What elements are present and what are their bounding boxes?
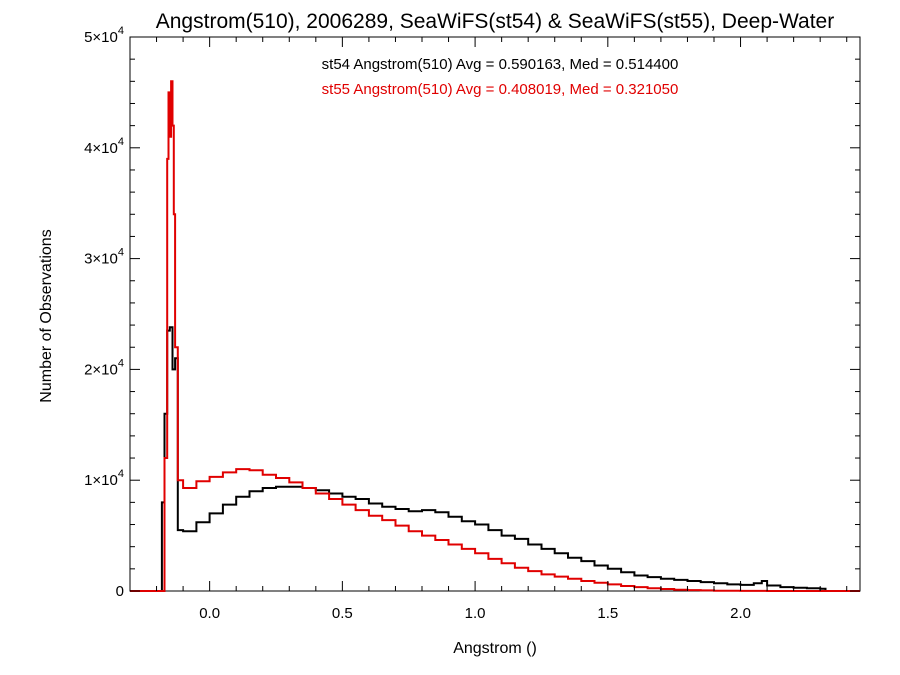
y-tick-label: 4×104 — [84, 136, 124, 157]
series-layer — [130, 80, 860, 592]
y-tick-label: 3×104 — [84, 247, 124, 268]
series-line-1 — [130, 326, 860, 592]
stats-annotation-2: st55 Angstrom(510) Avg = 0.408019, Med =… — [322, 81, 679, 98]
y-tick-label: 5×104 — [84, 25, 124, 46]
plot-border — [129, 36, 861, 592]
plot-frame — [129, 36, 861, 592]
y-tick-label: 2×104 — [84, 357, 124, 378]
series-line-2 — [130, 80, 860, 592]
x-tick-label: 0.5 — [332, 605, 353, 622]
y-tick-label: 0 — [116, 583, 124, 600]
x-tick-label: 0.0 — [199, 605, 220, 622]
stats-annotation-1: st54 Angstrom(510) Avg = 0.590163, Med =… — [322, 56, 679, 73]
x-tick-label: 1.0 — [465, 605, 486, 622]
x-axis-label: Angstrom () — [453, 640, 537, 657]
chart-title: Angstrom(510), 2006289, SeaWiFS(st54) & … — [156, 10, 834, 33]
x-tick-label: 1.5 — [597, 605, 618, 622]
y-tick-label: 1×104 — [84, 468, 124, 489]
y-axis-label: Number of Observations — [38, 229, 55, 402]
x-axis: 0.0 0.5 1.0 1.5 2.0 — [129, 37, 848, 622]
annotations: st54 Angstrom(510) Avg = 0.590163, Med =… — [322, 56, 679, 98]
x-tick-label: 2.0 — [730, 605, 751, 622]
y-axis: 0 1×104 2×104 3×104 4×104 5×104 — [84, 25, 860, 600]
